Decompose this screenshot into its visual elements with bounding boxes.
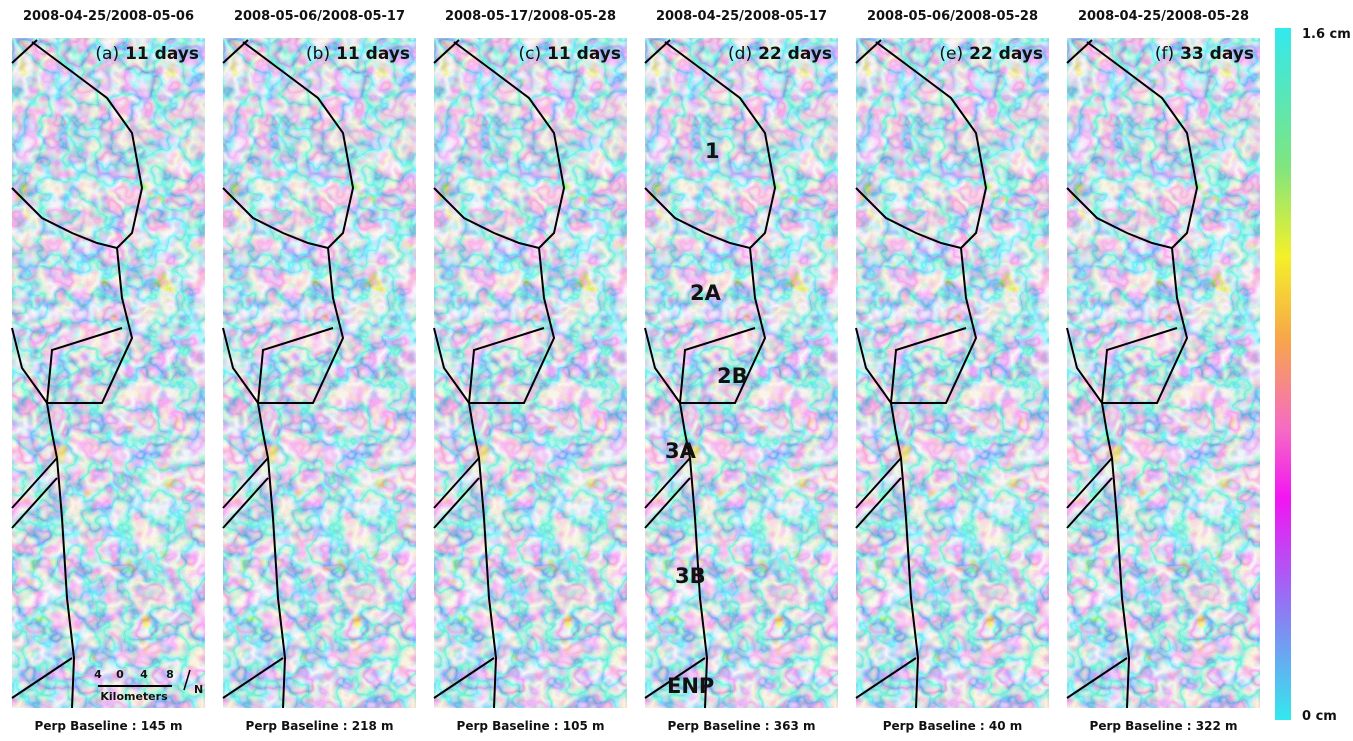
perp-baseline: Perp Baseline : 363 m: [668, 719, 816, 733]
panel-label: (a) 11 days: [95, 44, 199, 64]
panel-tag: (c): [518, 44, 541, 64]
interferogram-panel: (c) 11 days: [434, 38, 627, 708]
speckle: [856, 38, 1049, 708]
date-range: 2008-05-06/2008-05-28: [867, 9, 1038, 24]
scale-tick: 4: [140, 668, 148, 681]
panel-days: 11 days: [547, 44, 621, 64]
panel-tag: (b): [306, 44, 330, 64]
north-label: N: [194, 683, 203, 696]
date-range: 2008-04-25/2008-05-17: [656, 9, 827, 24]
panel-tag: (a): [95, 44, 119, 64]
interferogram-panel: (e) 22 days: [856, 38, 1049, 708]
panel-label: (d) 22 days: [728, 44, 832, 64]
panel-label: (c) 11 days: [518, 44, 621, 64]
region-label: 2B: [717, 364, 748, 388]
region-label: 1: [705, 139, 720, 163]
colorbar-min: 0 cm: [1302, 709, 1337, 724]
panel-tag: (d): [728, 44, 752, 64]
perp-baseline: Perp Baseline : 322 m: [1090, 719, 1238, 733]
perp-baseline: Perp Baseline : 105 m: [457, 719, 605, 733]
date-range: 2008-04-25/2008-05-28: [1078, 9, 1249, 24]
perp-baseline: Perp Baseline : 218 m: [246, 719, 394, 733]
date-range: 2008-05-17/2008-05-28: [445, 9, 616, 24]
scale-tick: 0: [116, 668, 124, 681]
panel-days: 11 days: [125, 44, 199, 64]
interferogram-panel: (d) 22 days 1 2A 2B 3A 3B ENP: [645, 38, 838, 708]
perp-baseline: Perp Baseline : 145 m: [35, 719, 183, 733]
perp-baseline: Perp Baseline : 40 m: [883, 719, 1023, 733]
region-label: 3A: [665, 439, 697, 463]
panel-days: 22 days: [969, 44, 1043, 64]
panel-label: (f) 33 days: [1155, 44, 1254, 64]
date-range: 2008-04-25/2008-05-06: [23, 9, 194, 24]
interferogram-panel: (b) 11 days: [223, 38, 416, 708]
scale-tick: 8: [166, 668, 174, 681]
panel-label: (e) 22 days: [939, 44, 1043, 64]
panel-days: 11 days: [336, 44, 410, 64]
panel-days: 33 days: [1180, 44, 1254, 64]
region-label: 2A: [690, 281, 722, 305]
region-label: 3B: [675, 564, 706, 588]
panel-tag: (e): [939, 44, 963, 64]
region-label: ENP: [667, 674, 714, 698]
interferogram-panel: (a) 11 days 4 0 4 8 Kilometers N: [12, 38, 205, 708]
speckle: [223, 38, 416, 708]
speckle: [12, 38, 205, 708]
figure: 2008-04-25/2008-05-06 (a) 11 days 4 0 4 8 Kilom…: [0, 0, 1353, 737]
date-range: 2008-05-06/2008-05-17: [234, 9, 405, 24]
panel-tag: (f): [1155, 44, 1174, 64]
panel-days: 22 days: [758, 44, 832, 64]
scale-unit: Kilometers: [100, 690, 168, 703]
interferogram-panel: (f) 33 days: [1067, 38, 1260, 708]
speckle: [434, 38, 627, 708]
scale-tick: 4: [94, 668, 102, 681]
colorbar: [1275, 28, 1291, 720]
speckle: [1067, 38, 1260, 708]
colorbar-max: 1.6 cm: [1302, 27, 1351, 42]
panel-label: (b) 11 days: [306, 44, 410, 64]
